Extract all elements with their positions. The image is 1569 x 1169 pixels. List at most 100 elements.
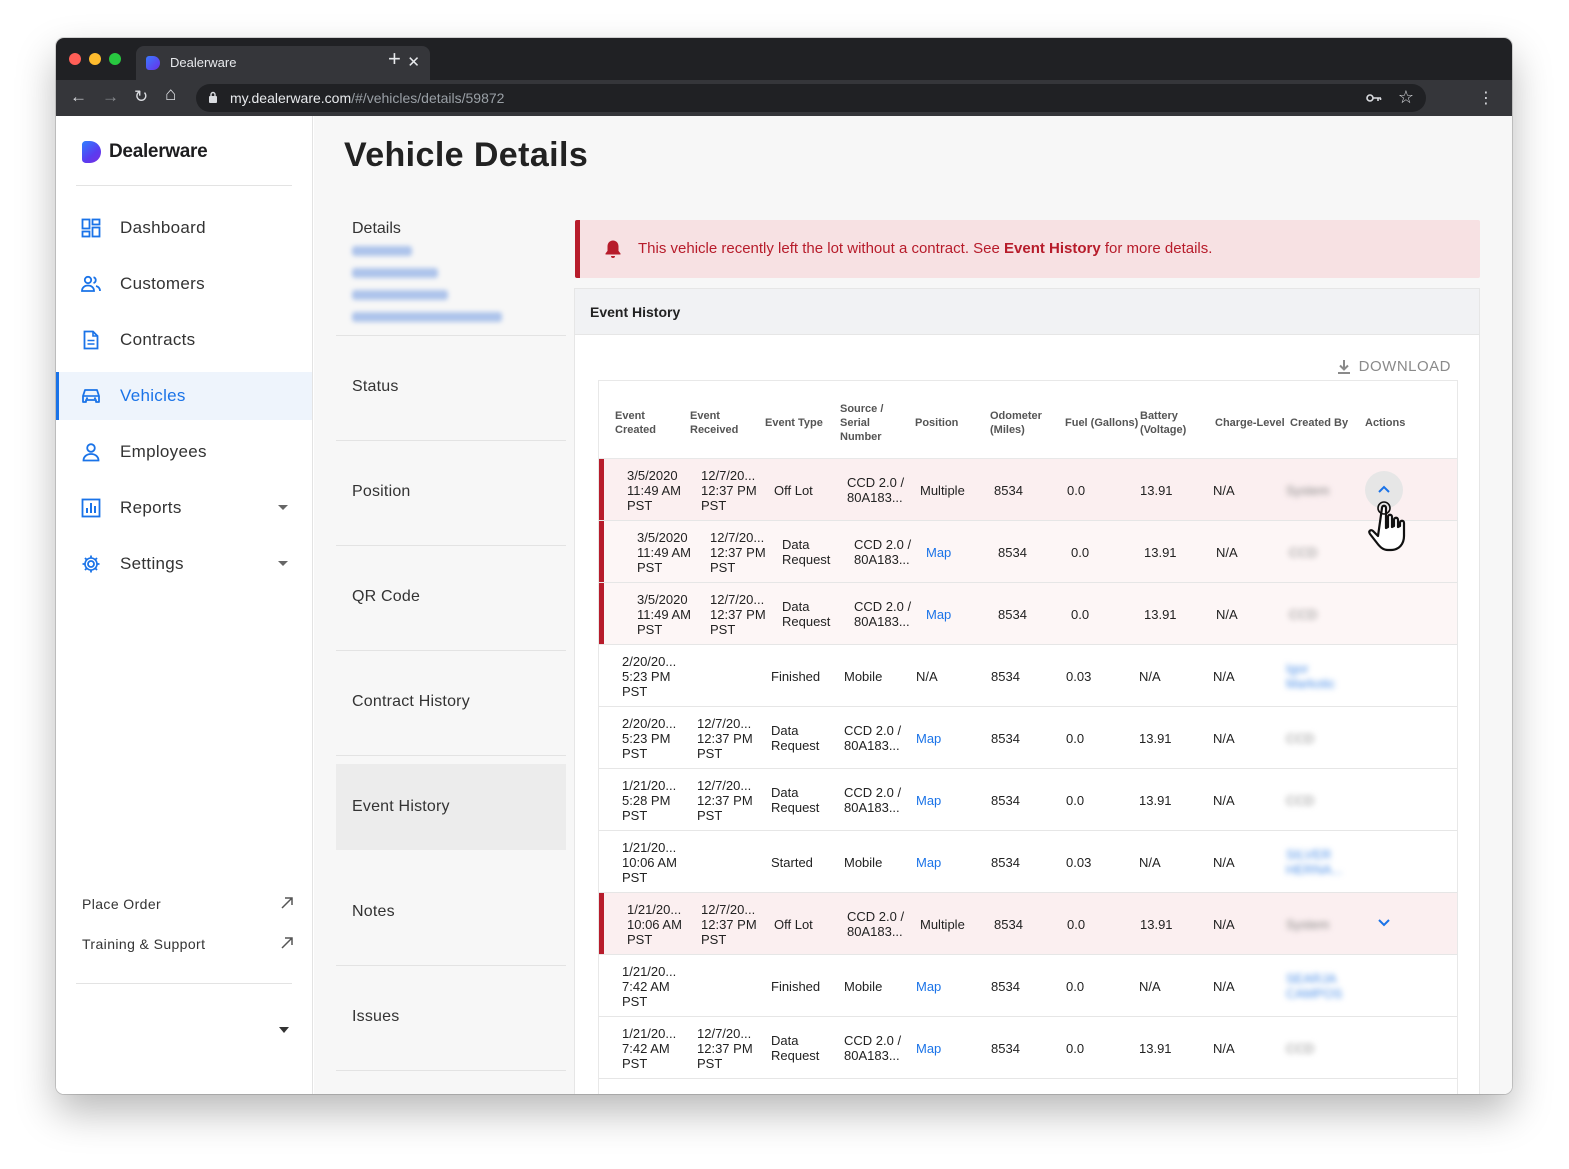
cell-fuel: 0.0	[1071, 606, 1090, 622]
external-link-icon	[281, 937, 293, 949]
cell-charge-level: N/A	[1213, 482, 1235, 498]
cell-created-by[interactable]: SILVER HERNA...	[1286, 847, 1343, 877]
gear-icon	[82, 555, 100, 573]
home-icon[interactable]: ⌂	[165, 84, 177, 105]
table-row[interactable]: 2/20/20... 5:23 PM PST 12/7/20... 12:37 P…	[599, 707, 1457, 769]
browser-tab[interactable]: Dealerware ✕	[136, 46, 430, 80]
cell-event-received: 12/7/20... 12:37 PM PST	[701, 467, 757, 513]
cell-position[interactable]: Map	[916, 854, 942, 870]
cell-created-by: CCD	[1286, 792, 1315, 808]
subnav-notes[interactable]: Notes	[336, 861, 566, 966]
account-menu-chevron-icon[interactable]	[279, 1027, 289, 1033]
subnav-contract-history[interactable]: Contract History	[336, 651, 566, 756]
cell-created-by: CCD	[1289, 606, 1318, 622]
training-support-link[interactable]: Training & Support	[82, 936, 294, 960]
details-heading: Details	[352, 220, 401, 237]
sidebar-item-settings[interactable]: Settings	[56, 540, 312, 588]
cell-source: CCD 2.0 / 80A183...	[854, 599, 912, 629]
subnav-issues[interactable]: Issues	[336, 966, 566, 1071]
subnav-details[interactable]: Details	[336, 220, 566, 336]
key-icon[interactable]	[1366, 92, 1382, 104]
reload-icon[interactable]: ↻	[134, 87, 149, 106]
zoom-window-button[interactable]	[109, 53, 121, 65]
sidebar-item-label: Employees	[120, 442, 207, 461]
sidebar: Dealerware Dashboard Customers Contracts…	[56, 116, 313, 1094]
sidebar-divider	[76, 185, 292, 186]
cell-event-type: Data Request	[771, 1033, 820, 1063]
alert-event-history-link[interactable]: Event History	[1004, 240, 1101, 257]
cell-position: N/A	[916, 668, 938, 684]
table-row[interactable]: 1/21/20... 10:06 AM PST 12/7/20... 12:37 …	[599, 893, 1457, 955]
cell-position[interactable]: Map	[926, 606, 952, 622]
cell-charge-level: N/A	[1213, 916, 1235, 932]
place-order-link[interactable]: Place Order	[82, 896, 294, 920]
table-row[interactable]: 1/21/20... 7:42 AM PST 12/7/20... 12:37 P…	[599, 1017, 1457, 1079]
cell-event-type: Off Lot	[774, 916, 813, 932]
sidebar-item-vehicles[interactable]: Vehicles	[56, 372, 312, 420]
cell-position[interactable]: Map	[916, 730, 942, 746]
redacted-detail	[352, 246, 412, 256]
new-tab-button[interactable]: +	[388, 46, 401, 71]
cell-source: Mobile	[844, 978, 883, 994]
cell-position[interactable]: Map	[926, 544, 952, 560]
tab-title: Dealerware	[170, 55, 237, 70]
close-window-button[interactable]	[69, 53, 81, 65]
back-icon[interactable]: ←	[70, 87, 87, 106]
url-text: my.dealerware.com/#/vehicles/details/598…	[230, 90, 504, 106]
table-row[interactable]: 1/21/20... 7:42 AM PST Finished Mobile Map 8…	[599, 955, 1457, 1017]
cell-created-by[interactable]: Igor Markotic	[1286, 661, 1336, 691]
download-button[interactable]: DOWNLOAD	[1337, 358, 1451, 375]
address-bar[interactable]: my.dealerware.com/#/vehicles/details/598…	[196, 84, 1426, 112]
table-row[interactable]: 1/21/20... 5:28 PM PST 12/7/20... 12:37 P…	[599, 769, 1457, 831]
table-header: Event Created Event Received Event Type Sou…	[599, 381, 1457, 459]
cell-created-by: CCD	[1286, 1040, 1315, 1056]
cell-event-created: 1/21/20... 10:06 AM PST	[622, 839, 677, 885]
subnav-event-history[interactable]: Event History	[336, 764, 566, 850]
bookmark-star-icon[interactable]: ☆	[1397, 87, 1414, 107]
cell-position[interactable]: Map	[916, 792, 942, 808]
table-row[interactable]: 1/21/20... 10:06 AM PST Started Mobile Map 8…	[599, 831, 1457, 893]
expand-row-button[interactable]	[1365, 905, 1403, 943]
table-row[interactable]: 2/20/20... 5:23 PM PST Finished Mobile N/A 8…	[599, 645, 1457, 707]
cell-event-type: Data Request	[771, 785, 820, 815]
url-path: /#/vehicles/details/59872	[351, 90, 505, 106]
forward-icon[interactable]: →	[102, 87, 119, 106]
chevron-down-icon[interactable]	[278, 505, 288, 510]
cell-fuel: 0.0	[1066, 1040, 1085, 1056]
collapse-row-button[interactable]	[1365, 471, 1403, 509]
brand-name: Dealerware	[109, 141, 208, 162]
alert-text-before: This vehicle recently left the lot witho…	[638, 240, 1005, 257]
cell-position[interactable]: Map	[916, 1040, 942, 1056]
cell-position[interactable]: Map	[916, 978, 942, 994]
cell-event-created: 3/5/2020 11:49 AM PST	[637, 591, 691, 637]
cell-created-by[interactable]: SEARJA CAMPOS	[1286, 971, 1343, 1001]
sidebar-item-contracts[interactable]: Contracts	[56, 316, 312, 364]
minimize-window-button[interactable]	[89, 53, 101, 65]
sidebar-item-label: Vehicles	[120, 386, 186, 405]
cell-battery: 13.91	[1144, 606, 1177, 622]
cell-event-received: 12/7/20... 12:37 PM PST	[710, 591, 766, 637]
subnav-position[interactable]: Position	[336, 441, 566, 546]
browser-menu-icon[interactable]: ⋮	[1478, 90, 1494, 107]
subnav-label: Notes	[352, 903, 395, 920]
th-created-by: Created By	[1290, 417, 1349, 429]
tab-close-icon[interactable]: ✕	[407, 54, 420, 71]
chevron-down-icon[interactable]	[278, 561, 288, 566]
cell-position: Multiple	[920, 482, 965, 498]
table-row[interactable]: 3/5/2020 11:49 AM PST 12/7/20... 12:37 PM…	[599, 583, 1457, 645]
training-support-label: Training & Support	[82, 936, 206, 952]
cell-event-created: 1/21/20... 5:28 PM PST	[622, 777, 677, 823]
cell-charge-level: N/A	[1213, 978, 1235, 994]
browser-tab-bar: Dealerware ✕ +	[56, 38, 1512, 80]
subnav-status[interactable]: Status	[336, 336, 566, 441]
sidebar-item-dashboard[interactable]: Dashboard	[56, 204, 312, 252]
table-row[interactable]: 1/18/20...	[599, 1079, 1457, 1094]
dealerware-logo-icon	[82, 141, 101, 163]
cell-source: Mobile	[844, 668, 883, 684]
sidebar-item-customers[interactable]: Customers	[56, 260, 312, 308]
table-row[interactable]: 3/5/2020 11:49 AM PST 12/7/20... 12:37 PM…	[599, 459, 1457, 521]
sidebar-item-reports[interactable]: Reports	[56, 484, 312, 532]
sidebar-item-employees[interactable]: Employees	[56, 428, 312, 476]
table-row[interactable]: 3/5/2020 11:49 AM PST 12/7/20... 12:37 PM…	[599, 521, 1457, 583]
subnav-qr-code[interactable]: QR Code	[336, 546, 566, 651]
